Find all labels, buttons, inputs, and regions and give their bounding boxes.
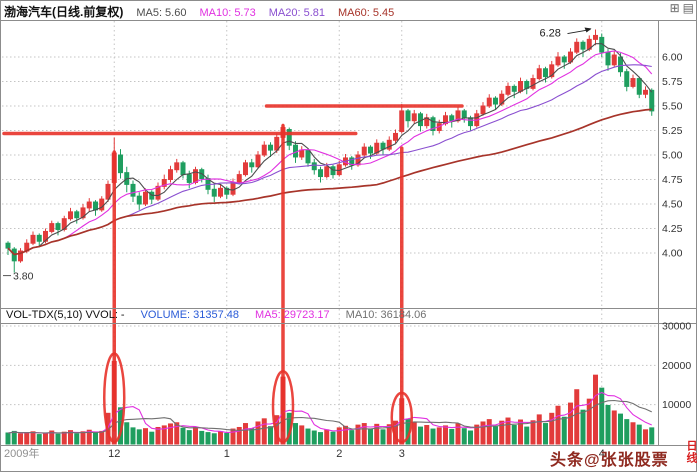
period-label: 日线 <box>685 440 697 464</box>
price-axis-label: 5.50 <box>662 101 683 113</box>
ma20-value: MA20: 5.81 <box>268 7 325 19</box>
header-icons: ⊞ ▤ <box>670 1 694 15</box>
volume-ma5-value: MA5: 29723.17 <box>255 309 330 321</box>
price-axis-label: 6.00 <box>662 52 683 64</box>
drawn-annotations: 6.28 3.80 <box>2 27 592 444</box>
volume-indicator-label[interactable]: VOL-TDX(5,10) VVOL: - <box>6 309 125 321</box>
peak-price-label: 6.28 <box>540 28 561 40</box>
ma60-line <box>7 108 652 256</box>
volume-axis-label: 10000 <box>662 399 691 411</box>
price-axis-label: 5.25 <box>662 125 683 137</box>
grid-icon[interactable]: ⊞ <box>669 1 680 15</box>
price-axis-label: 5.00 <box>662 150 683 162</box>
panel-icon[interactable]: ▤ <box>682 1 694 15</box>
price-axis-label: 5.75 <box>662 76 683 88</box>
price-axis-label: 4.50 <box>662 199 683 211</box>
ma60-value: MA60: 5.45 <box>338 7 395 19</box>
candlestick-series[interactable] <box>5 29 655 273</box>
ma5-line <box>7 43 653 256</box>
x-axis-label: 2009年 <box>4 446 39 460</box>
ma5-value: MA5: 5.60 <box>136 7 187 19</box>
volume-axis-label: 30000 <box>662 321 691 333</box>
volume-ma10-value: MA10: 36184.06 <box>345 309 427 321</box>
x-axis-label: 2 <box>336 448 342 460</box>
x-axis-label: 12 <box>108 448 120 460</box>
x-axis-label: 3 <box>399 448 405 460</box>
volume-panel-header: VOL-TDX(5,10) VVOL: - VOLUME: 31357.48 M… <box>6 309 426 321</box>
volume-axis-label: 20000 <box>662 360 691 372</box>
gridlines <box>2 21 656 444</box>
x-axis-label: 4 <box>599 448 605 460</box>
annotation-ellipse <box>271 369 295 444</box>
x-axis-label: 1 <box>224 448 230 460</box>
price-axis-label: 4.75 <box>662 174 683 186</box>
volume-value: VOLUME: 31357.48 <box>140 309 240 321</box>
annotation-ellipse <box>390 391 413 444</box>
price-axis-label: 4.25 <box>662 223 683 235</box>
stock-title[interactable]: 渤海汽车(日线.前复权) <box>4 5 124 19</box>
ma10-value: MA10: 5.73 <box>199 7 256 19</box>
watermark: 头条@张张股票 <box>550 452 669 469</box>
annotation-ellipse <box>103 352 126 444</box>
volume-bars[interactable] <box>5 360 655 445</box>
price-axis-label: 4.00 <box>662 248 683 260</box>
peak-arrow-icon <box>584 27 592 33</box>
low-price-label: 3.80 <box>13 271 34 283</box>
ma10-line <box>7 50 653 256</box>
price-panel-header: 渤海汽车(日线.前复权) MA5: 5.60 MA10: 5.73 MA20: … <box>4 3 394 20</box>
